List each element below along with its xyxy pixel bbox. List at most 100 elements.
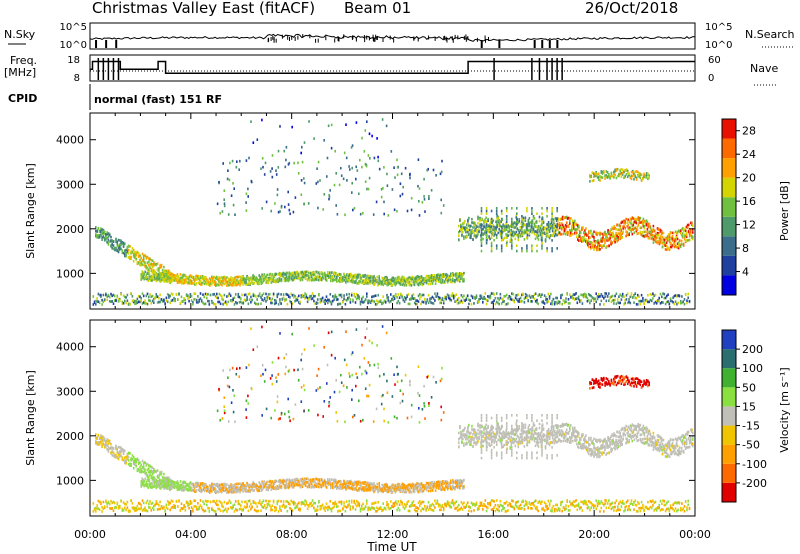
power-cell (608, 244, 610, 248)
velocity-cell (97, 441, 100, 444)
power-cell (271, 278, 274, 282)
velocity-cell (129, 462, 131, 465)
noise-spike (297, 35, 299, 40)
power-cell (672, 239, 675, 243)
power-cell (148, 275, 151, 279)
power-cell (478, 300, 480, 304)
power-cell (351, 278, 353, 281)
noise-gap (541, 40, 544, 48)
power-cell (135, 257, 137, 261)
power-cell (511, 298, 513, 301)
power-cell (673, 241, 676, 245)
velocity-cell (150, 465, 153, 469)
power-cell (444, 278, 447, 281)
power-cell (116, 244, 119, 248)
power-cell (125, 252, 127, 256)
power-cell (364, 129, 367, 132)
power-cell (132, 255, 135, 258)
power-cell (541, 227, 544, 231)
power-cell (614, 298, 616, 302)
power-cell (163, 265, 165, 269)
power-cell (576, 301, 579, 305)
power-cell (595, 246, 597, 249)
power-cell (142, 301, 145, 304)
power-cell (665, 237, 668, 241)
power-cell (535, 230, 538, 234)
power-cell (256, 298, 258, 301)
power-cell (266, 273, 269, 277)
power-cell (180, 295, 183, 299)
power-cell (485, 216, 487, 220)
velocity-cell (155, 481, 158, 485)
power-cell (211, 278, 213, 282)
power-cell (397, 275, 400, 279)
velocity-cell (150, 482, 153, 486)
velocity-cell (191, 488, 194, 492)
power-cell (639, 216, 642, 220)
power-cell (384, 301, 387, 304)
power-cell (512, 230, 515, 233)
power-cell (437, 296, 440, 299)
power-cell (437, 297, 440, 301)
power-cell (500, 231, 503, 234)
power-cell (311, 271, 314, 274)
power-cell (259, 277, 261, 280)
velocity-cell (180, 488, 183, 492)
power-cell (516, 298, 518, 301)
power-cell (306, 274, 309, 277)
power-cell (363, 274, 365, 278)
power-cell (276, 277, 279, 281)
power-cell (562, 299, 565, 302)
power-cell (299, 300, 301, 304)
power-cell (258, 278, 260, 282)
freq-spike (556, 58, 558, 80)
velocity-cell (198, 487, 201, 491)
power-cell (589, 240, 591, 244)
power-cell (190, 299, 193, 302)
power-cell (389, 279, 392, 283)
power-cell (655, 236, 658, 240)
power-cell (431, 281, 434, 285)
power-cell (146, 278, 149, 281)
power-cell (349, 280, 351, 283)
power-cell (533, 217, 536, 220)
power-cell (360, 277, 362, 281)
power-cell (475, 296, 478, 299)
velocity-cell (153, 480, 156, 484)
power-cell (399, 182, 402, 185)
power-cell (657, 233, 660, 237)
velocity-cell (137, 459, 140, 462)
power-cell (261, 157, 264, 160)
power-cell (611, 299, 614, 302)
power-cell (173, 279, 176, 282)
power-cell (135, 253, 137, 257)
velocity-cell (186, 488, 189, 492)
power-cell (329, 293, 332, 296)
power-cell (401, 279, 404, 282)
power-cell (364, 278, 366, 282)
power-cell (218, 277, 220, 281)
velocity-cell (195, 484, 198, 488)
velocity-cell (158, 484, 161, 487)
power-cell (146, 261, 149, 264)
power-cell (177, 275, 180, 278)
power-cell (154, 296, 156, 300)
power-cell (127, 248, 130, 252)
power-cell (427, 301, 430, 305)
power-cell (261, 281, 263, 285)
power-cell (460, 277, 462, 280)
power-cell (536, 233, 538, 237)
power-cell (599, 248, 601, 251)
power-cell (229, 161, 231, 165)
power-cell (612, 231, 614, 234)
power-cell (677, 243, 680, 247)
power-cell (417, 184, 419, 188)
power-cell (236, 283, 238, 287)
power-cell (616, 298, 619, 301)
power-cell (639, 221, 642, 224)
power-cell (247, 195, 249, 198)
power-cell (590, 241, 592, 244)
power-cell (630, 230, 633, 233)
power-cell (635, 228, 638, 231)
power-cell (153, 275, 156, 279)
